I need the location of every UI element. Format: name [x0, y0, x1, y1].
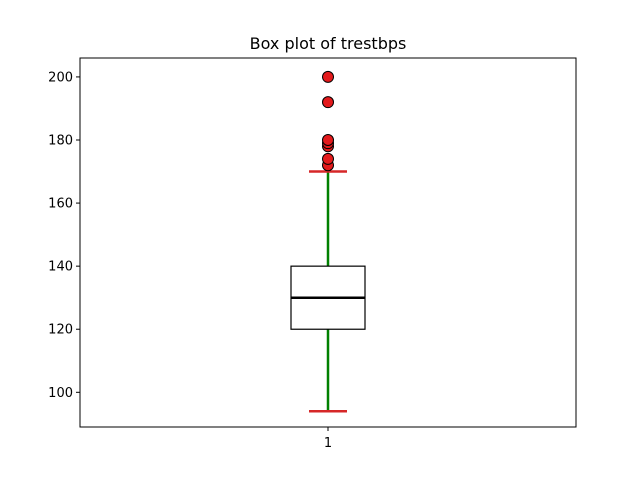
chart-title: Box plot of trestbps [250, 34, 407, 53]
y-tick-label: 160 [48, 197, 73, 212]
y-tick-label: 140 [48, 260, 73, 275]
box-group [290, 70, 366, 413]
outlier-point [322, 152, 334, 165]
y-axis: 100 120 140 160 180 200 [48, 70, 80, 401]
outlier-point [322, 96, 334, 109]
y-tick-label: 180 [48, 134, 73, 149]
x-axis: 1 [324, 427, 332, 451]
y-tick-label: 100 [48, 386, 73, 401]
y-tick-label: 200 [48, 70, 73, 85]
boxes-layer [290, 70, 366, 413]
outlier-point [322, 134, 334, 146]
y-tick-label: 120 [48, 323, 73, 338]
x-tick-label: 1 [324, 436, 332, 451]
outlier-point [322, 70, 334, 83]
